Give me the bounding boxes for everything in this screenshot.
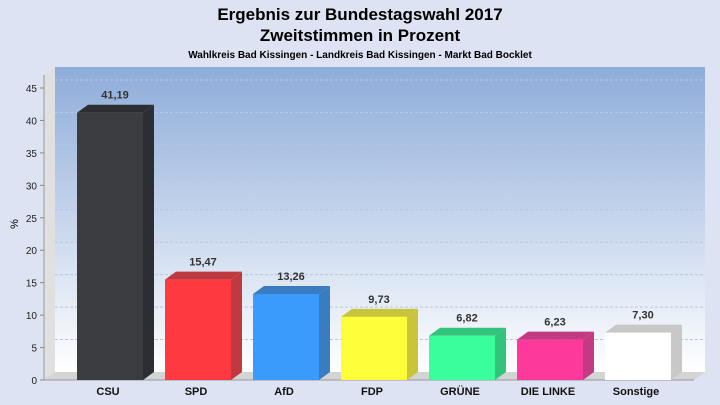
bar-side (495, 327, 506, 380)
bar-fdp: 9,73 FDP (341, 294, 418, 398)
bar-top (341, 308, 418, 317)
x-tick-label: FDP (361, 386, 383, 398)
data-label: 41,19 (101, 90, 129, 102)
data-label: 6,23 (544, 317, 565, 329)
bar-top (77, 104, 154, 113)
x-tick-label: Sonstige (613, 386, 659, 398)
data-label: 7,30 (632, 310, 653, 322)
bar-side (231, 271, 242, 380)
bar-front (253, 293, 319, 380)
bar-front (517, 339, 583, 380)
bar-side (583, 331, 594, 380)
bar-front (605, 332, 671, 380)
x-tick-label: AfD (274, 386, 294, 398)
bar-side (143, 104, 154, 381)
bar-front (165, 279, 231, 380)
y-tick-label: 35 (26, 149, 38, 160)
y-tick-label: 30 (26, 181, 38, 192)
chart-title: Ergebnis zur Bundestagswahl 2017 (217, 5, 502, 24)
y-tick-label: 10 (26, 311, 38, 322)
bar-top (429, 327, 506, 336)
bar-die-linke: 6,23 DIE LINKE (517, 317, 594, 398)
y-tick-label: 40 (26, 116, 38, 127)
data-label: 9,73 (368, 294, 389, 306)
bar-top (517, 331, 594, 340)
data-label: 15,47 (189, 257, 217, 269)
bar-front (429, 335, 495, 380)
bar-side (319, 285, 330, 380)
bar-top (253, 285, 330, 294)
chart-subtitle: Zweitstimmen in Prozent (260, 26, 461, 45)
y-tick-label: 0 (31, 376, 37, 387)
bar-grüne: 6,82 GRÜNE (429, 313, 506, 398)
bar-top (165, 271, 242, 280)
bar-afd: 13,26 AfD (253, 271, 330, 398)
data-label: 13,26 (277, 271, 305, 283)
y-tick-label: 45 (26, 84, 38, 95)
bar-csu: 41,19 CSU (77, 90, 154, 398)
x-tick-label: DIE LINKE (521, 386, 575, 398)
bar-front (77, 112, 143, 381)
bar-side (407, 308, 418, 380)
x-tick-label: GRÜNE (440, 385, 480, 398)
left-wall (44, 67, 55, 380)
x-tick-label: CSU (96, 386, 119, 398)
bar-side (671, 324, 682, 380)
y-tick-label: 20 (26, 246, 38, 257)
bar-top (605, 324, 682, 333)
y-tick-label: 5 (31, 344, 37, 355)
chart-caption: Wahlkreis Bad Kissingen - Landkreis Bad … (188, 50, 532, 61)
y-axis-label: % (9, 219, 21, 229)
x-tick-label: SPD (185, 386, 208, 398)
data-label: 6,82 (456, 313, 477, 325)
y-tick-label: 25 (26, 214, 38, 225)
bar-spd: 15,47 SPD (165, 257, 242, 398)
y-tick-label: 15 (26, 279, 38, 290)
bar-sonstige: 7,30 Sonstige (605, 310, 682, 398)
bar-front (341, 316, 407, 380)
